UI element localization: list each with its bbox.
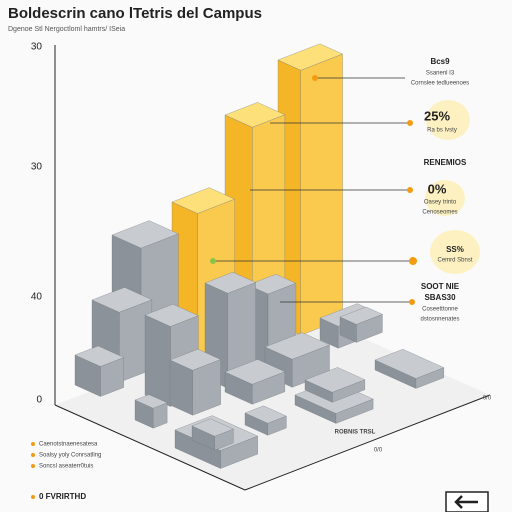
callout-text: Cenoseomes [422, 210, 457, 216]
callout-text: Oasey trinto [424, 200, 457, 206]
footer-note: 0 FVRIRTHD [39, 492, 86, 501]
subtitle: Dgenoe Stl Nergoctloml hamtrs/ ISeia [8, 26, 125, 33]
block-top [91, 287, 153, 313]
dot [407, 187, 413, 193]
legend-dot [31, 464, 35, 468]
callouts: Bcs9 Ssanenl I3 Cornslee tedlueenoes 25%… [210, 57, 480, 323]
callout-text: Coseetttonne [422, 307, 458, 313]
block-top [171, 187, 236, 214]
callout-percent: 0% [428, 181, 447, 196]
callout-percent: 25% [424, 108, 450, 123]
callout-title: RENEMIOS [424, 158, 467, 167]
dot [407, 120, 413, 126]
callout-text: SBAS30 [424, 293, 456, 302]
block-top [277, 43, 343, 71]
nav-button[interactable] [445, 491, 489, 512]
callout-text: dstosnnenates [420, 317, 459, 323]
dot [409, 257, 417, 265]
block-top [204, 272, 257, 294]
block-top [169, 349, 222, 371]
base-label: 0/0 [374, 448, 383, 454]
legend-dot [31, 453, 35, 457]
dot [409, 299, 415, 305]
block-top [264, 332, 330, 360]
base-label: 0/0 [483, 396, 492, 402]
callout-text: Ra bs Ivsty [427, 128, 457, 134]
legend-dot [31, 495, 35, 499]
axis-label: 30 [31, 162, 43, 173]
legend: Caenotstnaenesatesa Soalsy yoly Conrsatl… [31, 442, 101, 501]
callout-percent: SS% [446, 245, 464, 254]
block-top [224, 102, 286, 128]
highlight [430, 230, 480, 274]
highlight [425, 180, 465, 216]
axis-label: 40 [31, 292, 43, 303]
dot [210, 258, 216, 264]
callout-title: SOOT NIE [421, 282, 460, 291]
legend-text: Soalsy yoly Conrsatllng [39, 453, 101, 459]
z-axis [244, 394, 491, 491]
x-axis [54, 404, 246, 491]
callout-text: Cornslee tedlueenoes [411, 81, 469, 87]
block-top [374, 349, 445, 379]
callout-title: Bcs9 [430, 57, 450, 66]
dot [312, 75, 318, 81]
title: Boldescrin cano lTetris del Campus [8, 5, 262, 22]
block-face [300, 53, 343, 336]
legend-text: Soncsl aseaterr0tuis [39, 464, 93, 470]
floor [55, 310, 490, 490]
block-top [144, 304, 199, 327]
block-face [144, 314, 171, 407]
callout-text: Ssanenl I3 [426, 71, 455, 77]
legend-text: Caenotstnaenesatesa [39, 442, 98, 448]
callout-text: Cemrd Sbnst [437, 258, 472, 264]
legend-dot [31, 442, 35, 446]
block-top [111, 220, 179, 249]
blocks [74, 43, 445, 469]
block-top [134, 394, 168, 409]
block-top [304, 367, 366, 393]
highlight [426, 100, 470, 140]
block-top [224, 359, 286, 385]
block-top [339, 306, 383, 325]
block-top [244, 405, 287, 424]
block-top [191, 418, 234, 437]
block-top [74, 345, 125, 367]
axis-label: 0 [36, 395, 42, 406]
arrow-icon[interactable] [454, 495, 478, 509]
axis-label: 30 [31, 42, 43, 53]
block-top [247, 274, 297, 295]
base-label: ROBNIS TRSL [335, 430, 376, 436]
